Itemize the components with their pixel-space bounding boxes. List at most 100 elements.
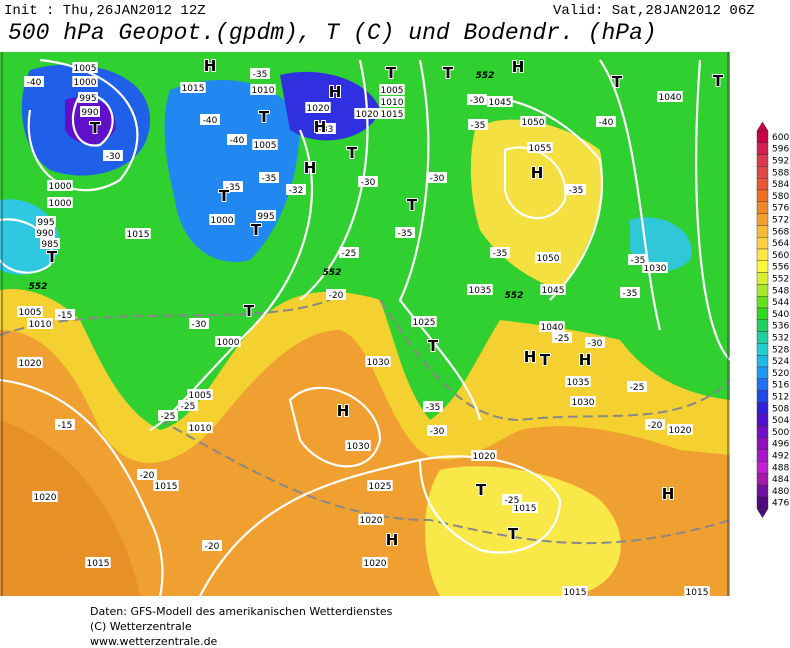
colorbar-label: 572: [772, 216, 789, 226]
pressure-label: 1025: [413, 318, 436, 328]
colorbar-label: 496: [772, 440, 789, 450]
pressure-label: 1035: [469, 286, 492, 296]
pressure-label: 1030: [367, 358, 390, 368]
pressure-label-box: [35, 227, 55, 238]
temperature-label-box: [200, 114, 220, 125]
pressure-label-box: [367, 480, 393, 491]
pressure-label-box: [72, 76, 98, 87]
pressure-label: 1015: [686, 588, 709, 598]
pressure-label-box: [40, 238, 60, 249]
colorbar-label: 488: [772, 463, 789, 473]
isobar: [0, 58, 731, 597]
pressure-label-box: [684, 586, 710, 597]
colorbar-label: 516: [772, 381, 789, 391]
pressure-center: H: [579, 351, 592, 369]
temperature-label-box: [423, 401, 443, 412]
temperature-label-box: [137, 469, 157, 480]
colorbar-label: 600: [772, 133, 789, 143]
pressure-label-box: [250, 84, 276, 95]
pressure-label-box: [80, 106, 100, 117]
pressure-label: 1050: [522, 118, 545, 128]
colorbar-label: 556: [772, 263, 789, 273]
colorbar-label: 508: [772, 404, 789, 414]
temperature-label-box: [620, 287, 640, 298]
colorbar-cell: [756, 461, 769, 474]
pressure-label: 1035: [567, 378, 590, 388]
temperature-label: -35: [253, 70, 268, 80]
pressure-center: H: [386, 531, 399, 549]
temperature-label-box: [223, 181, 243, 192]
pressure-label: 1005: [381, 86, 404, 96]
colorbar-label: 500: [772, 428, 789, 438]
pressure-label-box: [467, 284, 493, 295]
pressure-label-box: [520, 116, 546, 127]
temperature-label-box: [427, 425, 447, 436]
pressure-label-box: [72, 62, 98, 73]
pressure-label: 1020: [360, 516, 383, 526]
pressure-label-box: [535, 252, 561, 263]
temperature-label-box: [202, 540, 222, 551]
temperature-label: -30: [430, 174, 445, 184]
colorbar-label: 504: [772, 416, 789, 426]
pressure-label: 1010: [189, 424, 212, 434]
pressure-label: 1050: [537, 254, 560, 264]
temperature-label-box: [358, 176, 378, 187]
colorbar-cell: [756, 402, 769, 415]
temperature-label: -20: [648, 421, 663, 431]
colorbar-label: 512: [772, 393, 789, 403]
temperature-label: -40: [27, 78, 42, 88]
pressure-label: 1045: [489, 98, 512, 108]
colorbar-cell: [756, 248, 769, 262]
pressure-label-box: [36, 216, 56, 227]
colorbar-cell: [756, 496, 769, 509]
colorbar-cell: [756, 177, 769, 191]
temperature-label-box: [316, 123, 336, 134]
pressure-label-box: [354, 108, 380, 119]
pressure-label-box: [187, 389, 213, 400]
pressure-label-box: [252, 139, 278, 150]
pressure-center: H: [204, 57, 217, 75]
colorbar-label: 596: [772, 145, 789, 155]
pressure-label-box: [305, 102, 331, 113]
pressure-label: 1045: [542, 286, 565, 296]
colorbar-label: 548: [772, 286, 789, 296]
temperature-label: -20: [205, 542, 220, 552]
colorbar-cell: [756, 142, 769, 155]
contour-label: 552: [476, 71, 495, 81]
colorbar-cell: [756, 343, 769, 356]
colorbar-label: 564: [772, 239, 789, 249]
pressure-label: 1025: [369, 482, 392, 492]
pressure-label: 1030: [644, 264, 667, 274]
colorbar-label: 480: [772, 487, 789, 497]
pressure-label-box: [345, 440, 371, 451]
pressure-label-box: [209, 214, 235, 225]
temperature-label: -35: [398, 229, 413, 239]
pressure-label-box: [642, 262, 668, 273]
pressure-center: T: [386, 64, 397, 82]
temperature-label: -30: [106, 152, 121, 162]
temperature-label: -25: [161, 412, 176, 422]
temperature-label-box: [250, 68, 270, 79]
pressure-label-box: [17, 306, 43, 317]
colorbar-cell: [756, 296, 769, 309]
temperature-label-box: [259, 172, 279, 183]
temperature-label: -33: [319, 125, 334, 135]
colorbar-cell: [756, 166, 769, 179]
pressure-label-box: [17, 357, 43, 368]
pressure-center: H: [337, 402, 350, 420]
temperature-label: -20: [140, 471, 155, 481]
colorbar-cell: [756, 154, 769, 167]
pressure-label-box: [487, 96, 513, 107]
temperature-label: -30: [470, 96, 485, 106]
dashed-line: [0, 299, 731, 545]
pressure-label: 1015: [155, 482, 178, 492]
pressure-label-box: [562, 586, 588, 597]
colorbar-cell: [756, 272, 769, 285]
pressure-label-box: [379, 84, 405, 95]
pressure-label: 1015: [127, 230, 150, 240]
temperature-label: -30: [361, 178, 376, 188]
footer-line: www.wetterzentrale.de: [90, 635, 218, 648]
temperature-label: -35: [623, 289, 638, 299]
temperature-label-box: [339, 247, 359, 258]
pressure-center: T: [259, 108, 270, 126]
